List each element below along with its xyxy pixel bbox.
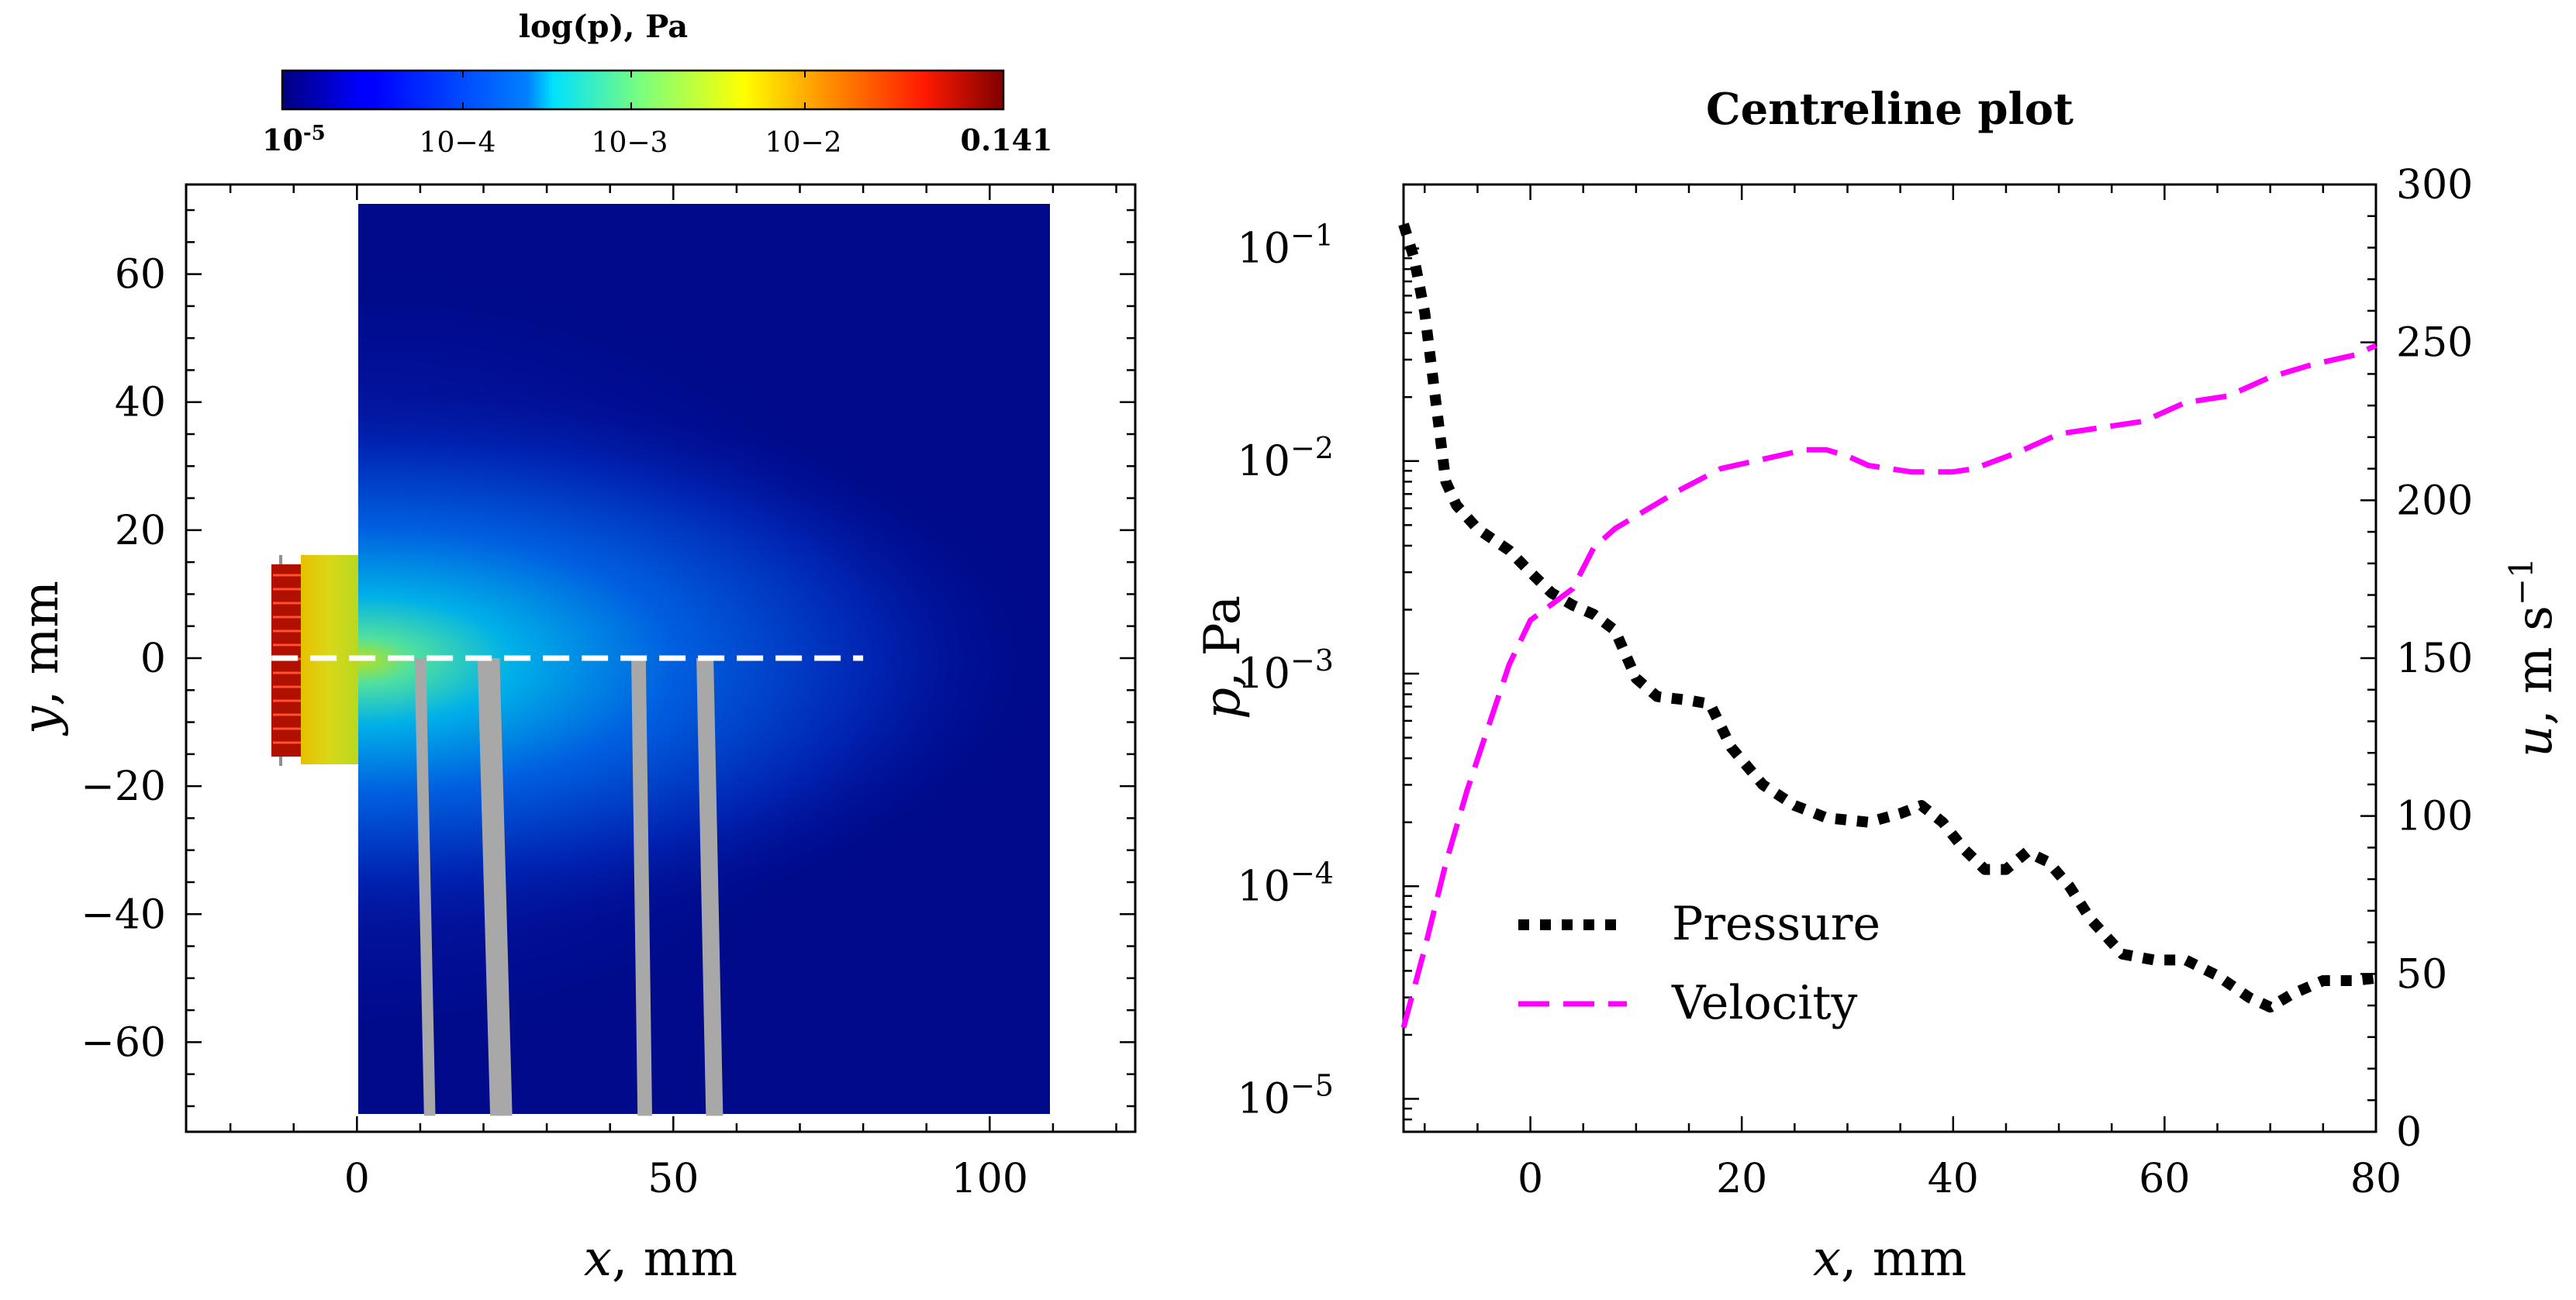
right-x-tick-label: 40: [1928, 1156, 1979, 1202]
right-x-tick-label: 60: [2139, 1156, 2190, 1202]
right-y-tick-label: 10−1: [1237, 219, 1334, 273]
right-x-tick-label: 0: [1518, 1156, 1543, 1202]
right-y-axis-label: p, Pa: [1194, 595, 1252, 719]
pressure-heatmap: [358, 204, 1050, 1114]
centreline-plot-panel: Centreline plot 0 20 40 60 80 10−510−410−310…: [1194, 84, 2564, 1288]
left-x-tick-label: 50: [647, 1156, 699, 1202]
right-y2-tick-label: 100: [2396, 794, 2473, 840]
pressure-field-panel: 0 50 100 −60 −40 −20 0 20 40 60 x, mm y, mm log(…: [12, 9, 1137, 1288]
left-y-tick-label: 60: [115, 252, 166, 298]
legend: Pressure Velocity: [1518, 897, 1880, 1030]
colorbar-title: log(p), Pa: [519, 9, 688, 45]
left-y-tick-label: −40: [81, 891, 166, 938]
right-y2-tick-label: 250: [2396, 320, 2473, 367]
right-axis-ticks: [1404, 183, 2377, 1133]
right-y2-tick-label: 300: [2396, 162, 2473, 209]
left-x-tick-labels: 0 50 100: [344, 1156, 1028, 1202]
right-y2-axis-label: u, m s−1: [2502, 557, 2564, 757]
left-x-tick-label: 100: [951, 1156, 1028, 1202]
right-chart-title: Centreline plot: [1706, 84, 2074, 135]
left-y-tick-label: −60: [81, 1019, 166, 1066]
left-y-tick-label: 20: [115, 508, 166, 554]
wire-2: [477, 658, 513, 1116]
wire-obstacles: [414, 658, 723, 1116]
centreline-series: [1398, 222, 2377, 1029]
left-y-tick-label: −20: [81, 764, 166, 810]
colorbar-tick-label: 10−3: [592, 127, 668, 159]
wire-3: [631, 658, 652, 1116]
legend-label-pressure: Pressure: [1672, 897, 1880, 951]
right-x-tick-label: 20: [1716, 1156, 1767, 1202]
series-line-pressure: [1398, 222, 2377, 1013]
left-y-tick-label: 40: [115, 380, 166, 426]
right-y2-tick-labels: 0 50 100 150 200 250 300: [2396, 162, 2473, 1156]
colorbar: log(p), Pa 10-5 10−4 10−3 10−2 0.141: [262, 9, 1053, 159]
colorbar-gradient: [281, 69, 1005, 111]
right-y-tick-label: 10−4: [1237, 856, 1334, 910]
right-y-tick-label: 10−2: [1237, 431, 1334, 485]
right-x-axis-label: x, mm: [1813, 1230, 1967, 1288]
left-y-tick-label: 0: [140, 636, 166, 682]
right-y2-tick-label: 50: [2396, 951, 2447, 998]
colorbar-min-label: 10-5: [262, 122, 326, 157]
series-line-velocity: [1400, 343, 2377, 1029]
right-x-tick-labels: 0 20 40 60 80: [1518, 1156, 2402, 1202]
right-y-tick-label: 10−3: [1237, 643, 1334, 698]
wire-4: [696, 658, 723, 1116]
right-y2-tick-label: 0: [2396, 1109, 2422, 1156]
right-y2-tick-label: 200: [2396, 478, 2473, 524]
right-y-tick-labels: 10−5 10−4 10−3 10−2 10−1: [1237, 219, 1334, 1123]
legend-label-velocity: Velocity: [1671, 976, 1858, 1030]
colorbar-ticks: [462, 71, 806, 109]
colorbar-max-label: 0.141: [961, 122, 1053, 157]
right-x-tick-label: 80: [2350, 1156, 2402, 1202]
colorbar-tick-label: 10−4: [420, 127, 496, 159]
right-y-tick-label: 10−5: [1237, 1069, 1334, 1123]
left-x-tick-label: 0: [344, 1156, 370, 1202]
left-y-axis-label: y, mm: [12, 581, 70, 736]
right-y2-tick-label: 150: [2396, 636, 2473, 682]
colorbar-tick-label: 10−2: [765, 127, 842, 159]
left-axis-ticks: [186, 184, 1135, 1132]
left-x-axis-label: x, mm: [584, 1230, 737, 1288]
wire-1: [414, 658, 436, 1116]
left-y-tick-labels: −60 −40 −20 0 20 40 60: [81, 252, 166, 1067]
